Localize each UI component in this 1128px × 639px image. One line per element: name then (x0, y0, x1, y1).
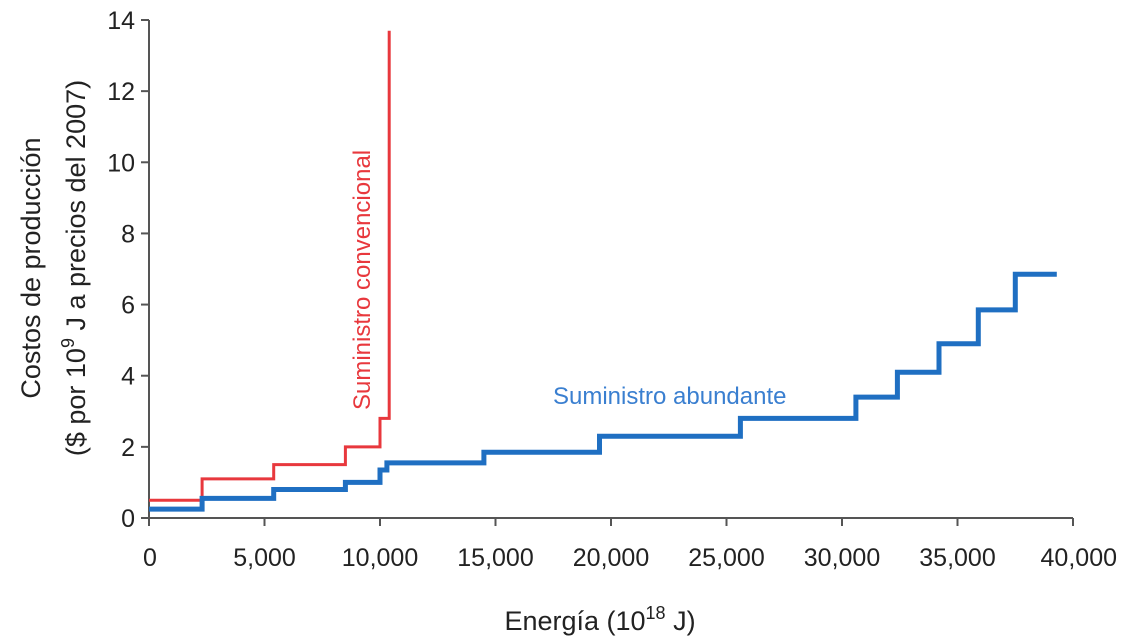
y-tick-label: 10 (107, 149, 135, 177)
x-tick-label: 10,000 (342, 544, 418, 572)
y-tick-label: 0 (121, 505, 135, 533)
y-tick-label: 2 (121, 434, 135, 462)
y-tick-label: 6 (121, 292, 135, 320)
x-tick-label: 20,000 (573, 544, 649, 572)
x-tick-label: 25,000 (688, 544, 764, 572)
series-line-suministro-abundante (149, 271, 1057, 512)
y-tick-label: 8 (121, 220, 135, 248)
series-line-suministro-convencional (149, 30, 391, 502)
x-tick-label: 15,000 (457, 544, 533, 572)
y-axis-title-line2: ($ por 109 J a precios del 2007) (58, 80, 91, 456)
x-axis-title: Energía (1018 J) (504, 603, 695, 636)
axes (141, 19, 1074, 526)
x-tick-label: 0 (143, 544, 157, 572)
series-label-suministro-convencional: Suministro convencional (349, 150, 376, 410)
y-tick-label: 12 (107, 78, 135, 106)
series-lines (149, 30, 1057, 512)
y-tick-labels: 0 2 4 6 8 10 12 14 (107, 7, 135, 533)
x-tick-label: 30,000 (804, 544, 880, 572)
y-tick-label: 14 (107, 7, 135, 35)
x-tick-label: 35,000 (919, 544, 995, 572)
y-tick-label: 4 (121, 363, 135, 391)
x-tick-labels: 0 5,000 10,000 15,000 20,000 25,000 30,000 35,0… (143, 544, 1117, 572)
x-tick-label: 5,000 (233, 544, 296, 572)
x-tick-label: 40,000 (1041, 544, 1117, 572)
series-label-suministro-abundante: Suministro abundante (553, 383, 786, 410)
y-axis-title-line1: Costos de producción (16, 137, 46, 398)
